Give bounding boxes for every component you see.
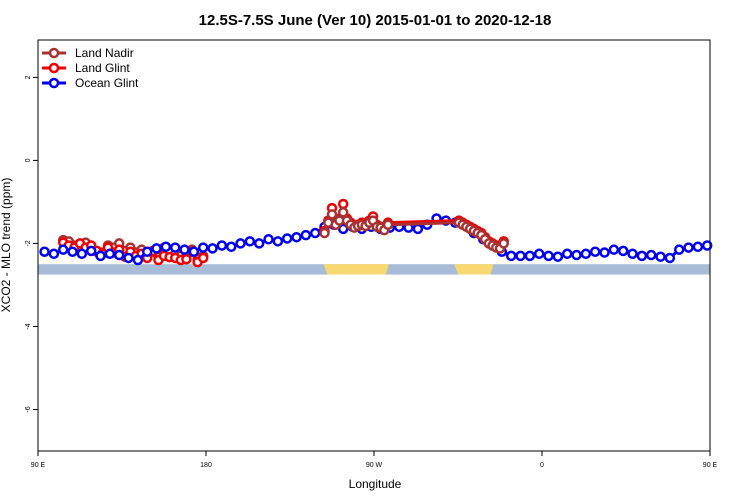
x-tick-label: 90 E	[31, 462, 46, 469]
data-point	[216, 240, 228, 251]
y-tick-label: 2	[25, 75, 32, 79]
data-point	[48, 248, 60, 260]
legend-marker	[48, 47, 60, 59]
data-point	[412, 223, 424, 235]
y-tick-label: -2	[25, 240, 32, 246]
data-point	[337, 223, 349, 235]
land-mask	[38, 264, 710, 275]
data-point	[244, 236, 256, 247]
data-point	[498, 238, 509, 249]
data-point	[543, 250, 554, 262]
data-point	[272, 236, 284, 247]
data-point	[225, 241, 237, 252]
data-point	[515, 250, 526, 262]
data-point	[104, 248, 116, 260]
data-point	[169, 242, 181, 253]
data-point	[263, 234, 274, 245]
data-point	[326, 209, 338, 220]
y-axis-label: XCO2 - MLO trend (ppm)	[0, 178, 13, 313]
data-point	[608, 244, 620, 255]
y-tick-label: -4	[25, 323, 32, 329]
data-point	[300, 229, 312, 241]
data-point	[552, 251, 564, 262]
data-point	[291, 231, 302, 243]
data-point	[253, 238, 265, 249]
x-tick-label: 90 W	[366, 462, 383, 469]
legend-label: Land Glint	[75, 61, 130, 75]
data-point	[683, 242, 694, 253]
data-point	[207, 243, 218, 254]
data-point	[645, 249, 657, 261]
x-tick-label: 90 E	[703, 462, 718, 469]
data-point	[571, 249, 582, 261]
legend-label: Land Nadir	[75, 46, 134, 60]
y-tick-label: -6	[25, 406, 32, 412]
data-point	[281, 233, 293, 244]
data-point	[188, 246, 200, 257]
data-point	[113, 249, 125, 261]
chart-title: 12.5S-7.5S June (Ver 10) 2015-01-01 to 2…	[199, 12, 552, 29]
x-axis: 90 E 180 90 W 0 90 E	[31, 451, 718, 469]
data-point	[617, 245, 629, 257]
data-point	[39, 246, 50, 257]
land-mask-segment	[323, 264, 389, 275]
data-point	[505, 250, 517, 262]
data-point	[599, 247, 610, 258]
data-point	[589, 246, 601, 257]
data-point	[655, 251, 666, 262]
data-point	[197, 242, 209, 253]
y-axis: 2 0 -2 -4 -6	[25, 75, 38, 413]
data-point	[160, 241, 172, 252]
data-point	[141, 246, 153, 257]
data-point	[85, 245, 97, 257]
data-point	[627, 248, 638, 260]
data-point	[67, 246, 78, 257]
data-point	[57, 244, 69, 255]
data-point	[636, 250, 648, 262]
legend-marker	[48, 62, 60, 74]
x-tick-label: 180	[200, 462, 212, 469]
data-point	[337, 207, 349, 218]
data-point	[95, 250, 106, 262]
data-point	[692, 241, 704, 252]
data-point	[235, 238, 246, 249]
series-layer	[39, 198, 713, 268]
plot-area	[37, 39, 713, 452]
x-tick-label: 0	[540, 462, 544, 469]
data-point	[151, 243, 162, 254]
data-point	[319, 227, 330, 239]
land-mask-segment	[454, 264, 494, 275]
data-point	[181, 253, 192, 265]
data-point	[673, 244, 685, 255]
series-land-nadir-americas-africa-	[319, 207, 509, 254]
data-point	[76, 248, 88, 260]
data-point	[337, 198, 349, 210]
legend-label: Ocean Glint	[75, 76, 139, 90]
data-point	[580, 248, 592, 260]
data-point	[701, 240, 713, 251]
data-point	[197, 252, 209, 264]
data-point	[561, 248, 573, 260]
data-point	[309, 227, 321, 239]
data-point	[179, 244, 190, 255]
data-point	[524, 250, 536, 262]
legend-marker	[48, 77, 60, 89]
data-point	[132, 254, 144, 266]
data-point	[533, 248, 545, 260]
data-point	[382, 219, 394, 230]
data-point	[664, 252, 676, 264]
data-point	[123, 252, 134, 264]
x-axis-label: Longitude	[349, 477, 402, 491]
y-tick-label: 0	[25, 158, 32, 162]
